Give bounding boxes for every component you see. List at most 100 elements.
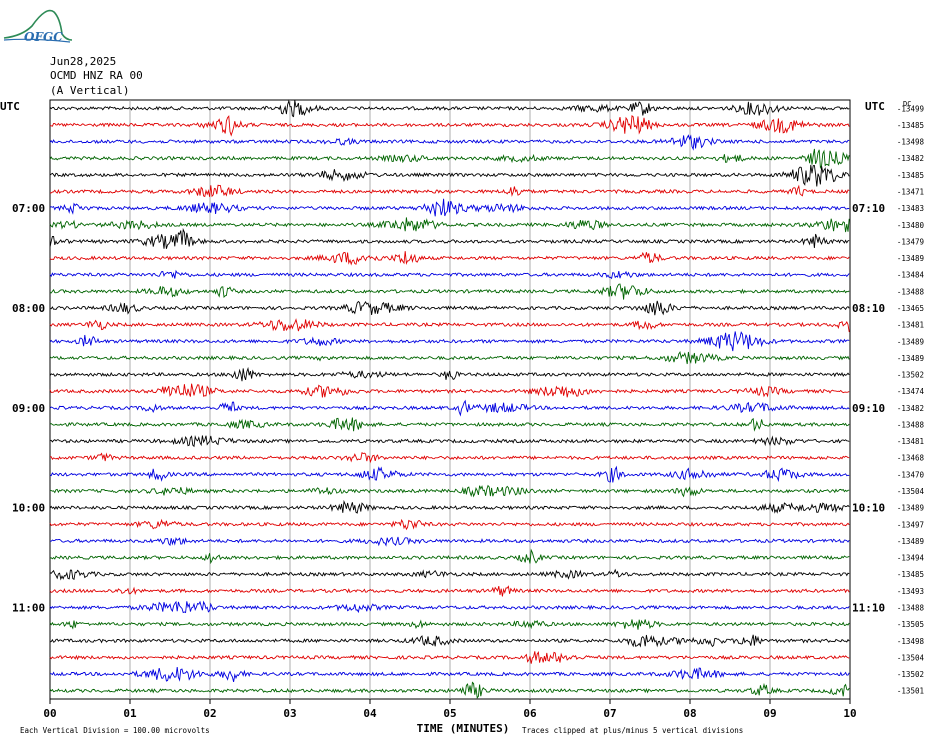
- seismic-trace: [49, 451, 850, 464]
- seismic-trace: [49, 184, 850, 198]
- right-time-label: 10:10: [852, 502, 885, 515]
- seismic-trace: [49, 499, 850, 514]
- x-tick-label: 09: [763, 707, 776, 720]
- dc-offset-label: -13488: [897, 603, 925, 612]
- seismic-trace: [49, 318, 850, 333]
- x-tick-label: 08: [683, 707, 696, 720]
- dc-offset-label: -13498: [897, 138, 925, 147]
- left-time-label: 08:00: [12, 302, 45, 315]
- date-label: Jun28,2025: [50, 55, 117, 68]
- dc-offset-label: -13489: [897, 337, 924, 346]
- seismic-trace: [49, 417, 850, 432]
- left-time-label: 10:00: [12, 502, 45, 515]
- dc-offset-label: -13470: [897, 470, 925, 479]
- dc-offset-label: -13497: [897, 520, 924, 529]
- seismic-trace: [49, 465, 850, 483]
- x-tick-label: 02: [203, 707, 216, 720]
- dc-offset-label: -13493: [897, 587, 924, 596]
- dc-offset-label: -13498: [897, 637, 925, 646]
- seismic-trace: [49, 251, 850, 266]
- right-time-label: 07:10: [852, 202, 885, 215]
- dc-offset-label: -13489: [897, 354, 924, 363]
- right-time-label: 08:10: [852, 302, 885, 315]
- x-tick-label: 03: [283, 707, 296, 720]
- seismic-trace: [49, 634, 850, 648]
- left-time-label: 09:00: [12, 402, 45, 415]
- dc-offset-label: -13504: [897, 653, 925, 662]
- right-utc-label: UTC: [865, 100, 885, 113]
- dc-offset-label: -13489: [897, 537, 924, 546]
- seismic-trace: [49, 518, 850, 531]
- right-time-label: 11:10: [852, 601, 885, 614]
- dc-offset-label: -13485: [897, 121, 924, 130]
- seismic-trace: [49, 484, 850, 498]
- x-tick-label: 01: [123, 707, 137, 720]
- footer-right-note: Traces clipped at plus/minus 5 vertical …: [522, 726, 743, 735]
- seismic-trace: [49, 585, 850, 597]
- seismic-trace: [49, 148, 850, 170]
- seismic-trace: [49, 331, 850, 352]
- seismic-trace: [49, 548, 850, 565]
- x-axis-title: TIME (MINUTES): [417, 722, 510, 735]
- x-tick-label: 10: [843, 707, 856, 720]
- dc-offset-label: -13479: [897, 237, 924, 246]
- dc-offset-label: -13494: [897, 554, 925, 563]
- x-tick-label: 06: [523, 707, 537, 720]
- seismic-trace: [49, 351, 850, 365]
- seismic-trace: [49, 227, 850, 249]
- dc-offset-label: -13488: [897, 420, 925, 429]
- seismic-trace: [49, 366, 850, 382]
- x-tick-label: 00: [43, 707, 56, 720]
- seismic-trace: [49, 300, 850, 316]
- seismic-trace: [49, 600, 850, 614]
- seismic-trace: [49, 619, 850, 630]
- left-time-label: 11:00: [12, 601, 45, 614]
- seismic-trace: [49, 198, 850, 217]
- seismic-trace: [49, 164, 850, 187]
- dc-offset-label: -13502: [897, 371, 924, 380]
- station-label: OCMD HNZ RA 00: [50, 69, 143, 82]
- dc-offset-label: -13484: [897, 271, 925, 280]
- component-label: (A Vertical): [50, 84, 130, 97]
- dc-offset-label: -13480: [897, 221, 925, 230]
- seismic-trace: [49, 435, 850, 448]
- dc-offset-label: -13488: [897, 287, 925, 296]
- dc-offset-label: -13465: [897, 304, 924, 313]
- x-tick-label: 07: [603, 707, 616, 720]
- dc-offset-label: -13482: [897, 154, 924, 163]
- seismic-trace: [49, 651, 850, 664]
- x-tick-label: 05: [443, 707, 456, 720]
- dc-offset-label: -13474: [897, 387, 925, 396]
- dc-offset-label: -13505: [897, 620, 924, 629]
- dc-offset-label: -13502: [897, 670, 924, 679]
- seismic-trace: [49, 269, 850, 280]
- seismic-trace: [49, 115, 850, 137]
- left-utc-label: UTC: [0, 100, 20, 113]
- x-tick-label: 04: [363, 707, 377, 720]
- dc-offset-label: -13481: [897, 437, 924, 446]
- seismic-trace: [49, 681, 850, 699]
- seismic-trace: [50, 536, 850, 547]
- dc-offset-label: -13499: [897, 104, 924, 113]
- dc-offset-label: -13489: [897, 254, 924, 263]
- footer-left-note: Each Vertical Division = 100.00 microvol…: [20, 726, 210, 735]
- seismic-trace: [49, 283, 850, 300]
- seismic-trace: [49, 399, 850, 417]
- dc-offset-label: -13504: [897, 487, 925, 496]
- seismic-trace: [49, 134, 850, 151]
- seismic-trace: [49, 217, 850, 233]
- ofgc-logo: OFGC: [2, 4, 73, 44]
- dc-offset-label: -13485: [897, 570, 924, 579]
- seismic-trace: [50, 667, 850, 683]
- dc-offset-label: -13481: [897, 321, 924, 330]
- dc-offset-label: -13471: [897, 188, 924, 197]
- dc-offset-label: -13489: [897, 504, 924, 513]
- left-time-label: 07:00: [12, 202, 45, 215]
- logo-graphic: [3, 9, 73, 43]
- logo-text: OFGC: [24, 30, 63, 44]
- dc-offset-label: -13501: [897, 687, 924, 696]
- dc-offset-label: -13468: [897, 454, 925, 463]
- dc-offset-label: -13485: [897, 171, 924, 180]
- dc-offset-label: -13482: [897, 404, 924, 413]
